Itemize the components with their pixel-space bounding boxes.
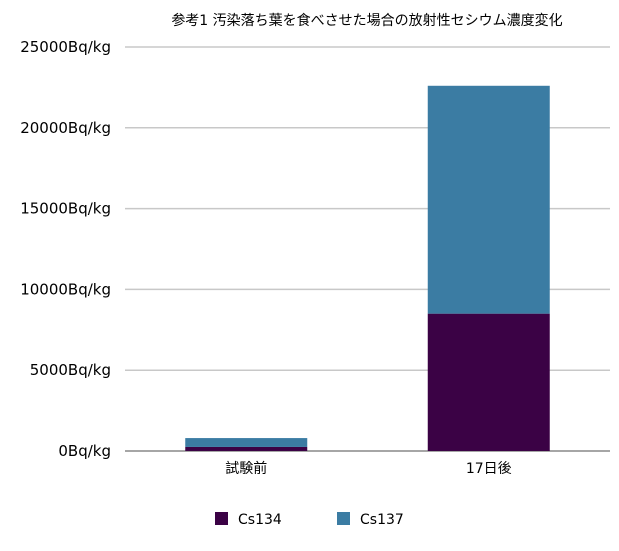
y-tick-label: 20000Bq/kg xyxy=(20,119,111,137)
chart-title: 参考1 汚染落ち葉を食べさせた場合の放射性セシウム濃度変化 xyxy=(171,12,562,29)
bar-cs134-0 xyxy=(185,446,308,451)
legend-swatch-cs137 xyxy=(337,512,350,525)
x-category-label: 試験前 xyxy=(225,460,267,477)
y-tick-label: 0Bq/kg xyxy=(58,442,111,460)
bars xyxy=(185,85,550,451)
y-axis-ticks: 0Bq/kg 5000Bq/kg 10000Bq/kg 15000Bq/kg 20000… xyxy=(20,38,111,460)
bar-cs134-1 xyxy=(427,313,550,451)
x-axis-categories: 試験前 17日後 xyxy=(225,460,511,477)
legend-label-cs137: Cs137 xyxy=(360,512,404,528)
y-tick-label: 10000Bq/kg xyxy=(20,280,111,298)
y-tick-label: 5000Bq/kg xyxy=(30,361,111,379)
x-category-label: 17日後 xyxy=(466,461,512,477)
bar-cs137-0 xyxy=(185,438,308,447)
legend-swatch-cs134 xyxy=(215,512,228,525)
y-tick-label: 15000Bq/kg xyxy=(20,200,111,218)
legend-label-cs134: Cs134 xyxy=(238,512,282,528)
bar-cs137-1 xyxy=(427,85,550,314)
y-tick-label: 25000Bq/kg xyxy=(20,38,111,56)
legend: Cs134 Cs137 xyxy=(215,512,404,528)
